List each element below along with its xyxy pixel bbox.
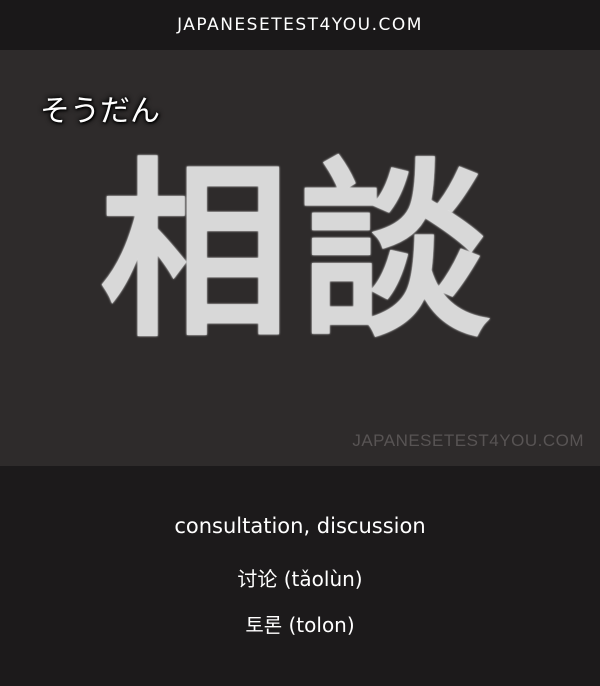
watermark: JAPANESETEST4YOU.COM	[352, 431, 584, 450]
english-meaning: consultation, discussion	[174, 514, 426, 538]
translation-panel: consultation, discussion 讨论 (tǎolùn) 토론 …	[0, 466, 600, 686]
site-title: JAPANESETEST4YOU.COM	[177, 15, 423, 35]
site-header: JAPANESETEST4YOU.COM	[0, 0, 600, 50]
chinese-translation: 讨论 (tǎolùn)	[237, 567, 363, 591]
kanji-word: 相談	[99, 142, 500, 363]
chalkboard: そうだん 相談 JAPANESETEST4YOU.COM	[0, 50, 600, 466]
kana-reading: そうだん	[40, 94, 160, 129]
korean-translation: 토론 (tolon)	[245, 613, 355, 637]
